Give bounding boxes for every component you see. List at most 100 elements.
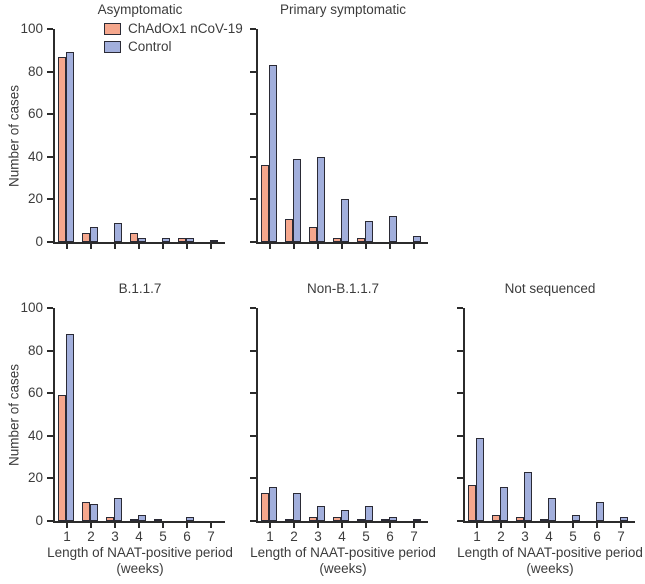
- x-axis-title-b117: Length of NAAT-positive period (weeks): [15, 545, 265, 577]
- legend-row-control: Control: [104, 39, 243, 54]
- bar-control-week-1: [66, 334, 74, 521]
- x-axis-title-line1: Length of NAAT-positive period: [250, 545, 436, 560]
- bar-control-week-2: [90, 504, 98, 521]
- y-tick: [250, 198, 256, 201]
- bar-chadox-week-2: [82, 502, 90, 521]
- y-tick: [250, 155, 256, 158]
- bar-chadox-week-6: [178, 238, 186, 242]
- bar-control-week-5: [365, 506, 373, 521]
- x-tick: [269, 244, 271, 249]
- y-tick: [47, 113, 53, 116]
- x-axis-line: [256, 521, 428, 523]
- bar-chadox-week-1: [58, 395, 66, 521]
- bar-control-week-3: [317, 506, 325, 521]
- x-tick-label: 2: [87, 529, 95, 544]
- y-tick-label: 40: [27, 148, 43, 164]
- x-tick: [162, 523, 164, 528]
- x-tick-label: 4: [545, 529, 553, 544]
- bar-control-week-2: [293, 159, 301, 242]
- bar-chadox-week-1: [261, 165, 269, 242]
- y-axis-line: [463, 308, 465, 523]
- x-tick-label: 3: [111, 529, 119, 544]
- bar-control-week-3: [524, 472, 532, 521]
- y-axis-title-wrap-top: Number of cases: [6, 29, 22, 242]
- bar-control-week-7: [413, 519, 421, 521]
- y-tick: [250, 520, 256, 522]
- y-tick: [250, 477, 256, 480]
- bar-control-week-1: [66, 52, 74, 242]
- bar-chadox-week-1: [58, 57, 66, 242]
- bar-chadox-week-2: [492, 515, 500, 521]
- y-tick-label: 100: [20, 21, 43, 36]
- y-axis-line: [256, 308, 258, 523]
- y-tick: [457, 392, 463, 395]
- x-tick: [500, 523, 502, 528]
- y-tick: [47, 155, 53, 158]
- y-tick: [250, 307, 256, 309]
- y-tick-label: 0: [35, 234, 43, 249]
- y-tick: [47, 241, 53, 243]
- x-tick: [341, 523, 343, 528]
- x-tick: [114, 244, 116, 249]
- bar-control-week-4: [138, 238, 146, 242]
- bar-control-week-6: [389, 517, 397, 521]
- x-tick-label: 6: [183, 529, 191, 544]
- panel-title-non-b117: Non-B.1.1.7: [306, 281, 380, 296]
- x-tick-label: 1: [473, 529, 481, 544]
- x-tick-label: 3: [314, 529, 322, 544]
- bar-control-week-6: [596, 502, 604, 521]
- x-tick: [162, 244, 164, 249]
- panel-title-primary-symptomatic: Primary symptomatic: [279, 2, 406, 17]
- y-axis-title-wrap-bottom: Number of cases: [6, 308, 22, 521]
- plot-area-non-b117: 1 2 3 4 5 6 7: [250, 307, 428, 544]
- bar-control-week-5: [572, 515, 580, 521]
- x-axis-line: [256, 242, 428, 244]
- y-tick: [47, 520, 53, 522]
- x-axis-title-line2: (weeks): [116, 561, 164, 576]
- panel-title-asymptomatic: Asymptomatic: [97, 2, 183, 17]
- bar-chadox-week-5: [357, 238, 365, 242]
- bar-control-week-1: [269, 487, 277, 521]
- x-tick-label: 2: [497, 529, 505, 544]
- y-tick-label: 80: [27, 63, 43, 79]
- y-tick: [457, 477, 463, 480]
- bar-chadox-week-4: [130, 519, 138, 521]
- legend-label-control: Control: [128, 39, 172, 54]
- y-tick: [47, 28, 53, 30]
- bar-chadox-week-4: [333, 238, 341, 242]
- bar-chadox-week-4: [540, 519, 548, 521]
- x-tick-label: 6: [386, 529, 394, 544]
- panel-title-not-sequenced: Not sequenced: [504, 281, 596, 296]
- bar-chadox-week-1: [261, 493, 269, 521]
- bar-chadox-week-3: [516, 517, 524, 521]
- x-tick: [413, 244, 415, 249]
- bar-chadox-week-6: [381, 519, 389, 521]
- y-tick: [250, 349, 256, 352]
- bar-control-week-3: [114, 498, 122, 521]
- x-tick: [524, 523, 526, 528]
- bar-control-week-7: [413, 236, 421, 242]
- bar-control-week-2: [293, 493, 301, 521]
- x-tick: [66, 523, 68, 528]
- y-tick: [457, 434, 463, 437]
- x-tick-label: 4: [338, 529, 346, 544]
- bar-control-week-2: [500, 487, 508, 521]
- y-axis-title-bottom: Number of cases: [6, 363, 22, 466]
- y-tick: [47, 70, 53, 73]
- x-axis-title-line1: Length of NAAT-positive period: [457, 545, 643, 560]
- x-tick: [620, 523, 622, 528]
- plot-area-b117: 0 20 40 60 80 100 1 2 3 4 5 6 7: [20, 300, 225, 544]
- x-tick: [389, 523, 391, 528]
- x-axis-title-line1: Length of NAAT-positive period: [47, 545, 233, 560]
- legend: ChAdOx1 nCoV-19 Control: [104, 21, 243, 57]
- x-tick-label: 1: [63, 529, 71, 544]
- x-tick-label: 6: [593, 529, 601, 544]
- plot-area-primary-symptomatic: [250, 28, 428, 249]
- x-tick: [548, 523, 550, 528]
- x-axis-line: [463, 521, 635, 523]
- y-tick: [47, 349, 53, 352]
- x-tick-label: 5: [362, 529, 370, 544]
- x-tick-label: 1: [266, 529, 274, 544]
- bar-chadox-week-3: [309, 517, 317, 521]
